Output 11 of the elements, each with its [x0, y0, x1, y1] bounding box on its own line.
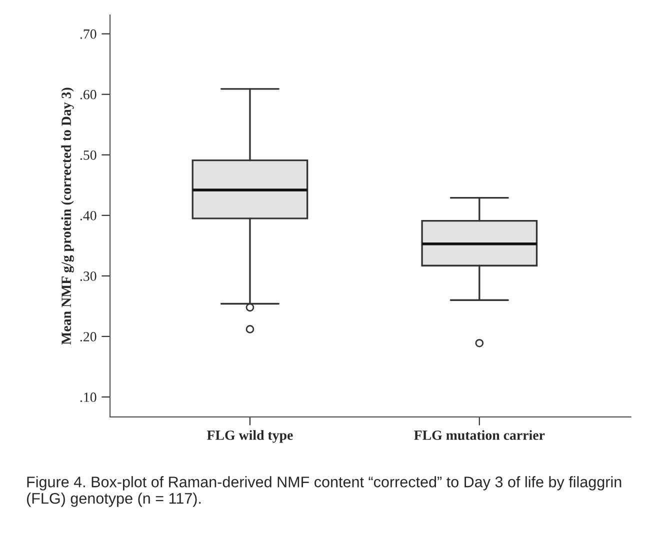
y-tick-label: .50: [80, 150, 96, 160]
x-tick-label: FLG wild type: [206, 430, 293, 443]
y-axis-title: Mean NMF g/g protein (corrected to Day 3): [61, 88, 74, 345]
y-tick-label: .70: [80, 29, 96, 39]
y-tick-label: .20: [80, 332, 96, 342]
y-tick-label: .10: [80, 392, 96, 402]
x-tick-label: FLG mutation carrier: [414, 430, 545, 440]
y-tick-label: .30: [80, 272, 96, 281]
y-tick-label: .60: [80, 90, 96, 100]
caption: Figure 4. Box-plot of Raman-derived NMF content “corrected” to Day 3 of life by filaggrin (FLG) genotype (n = 117).: [26, 476, 622, 507]
y-tick-label: .40: [80, 210, 96, 220]
